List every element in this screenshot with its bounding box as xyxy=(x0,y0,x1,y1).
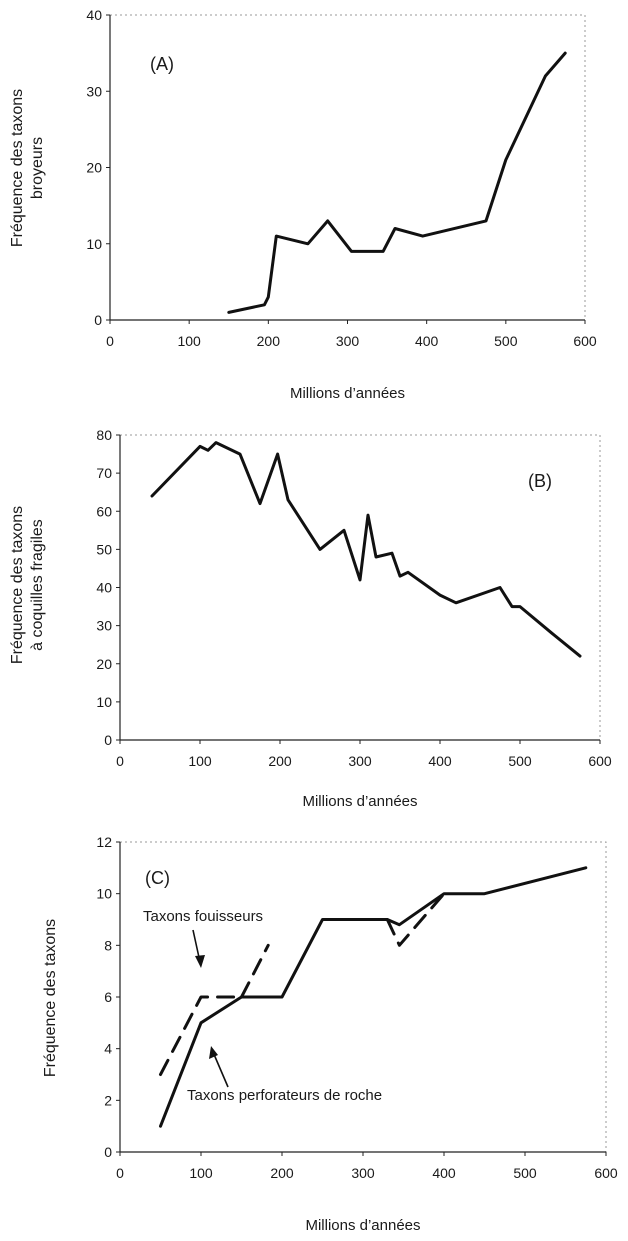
x-tick-label: 500 xyxy=(494,333,518,349)
y-tick-label: 70 xyxy=(96,465,112,481)
panel-label-b: (B) xyxy=(528,471,552,491)
y-tick-label: 10 xyxy=(86,236,102,252)
x-tick-label: 200 xyxy=(270,1165,294,1181)
solid-series-line xyxy=(150,441,582,658)
y-tick-label: 8 xyxy=(104,937,112,953)
dashed-series-line xyxy=(159,995,243,1076)
panel-label-c: (C) xyxy=(145,868,170,888)
x-tick-label: 100 xyxy=(189,1165,213,1181)
y-axis-label: Fréquence des taxons broyeurs xyxy=(9,89,46,247)
y-tick-label: 0 xyxy=(104,732,112,748)
x-tick-label: 100 xyxy=(188,753,212,769)
arrowhead xyxy=(209,1046,218,1059)
annotation-burrowing-taxa: Taxons fouisseurs xyxy=(143,908,263,925)
y-tick-label: 30 xyxy=(86,83,102,99)
x-axis-label: Millions d’années xyxy=(290,385,405,402)
annotation-arrow xyxy=(212,1051,229,1088)
y-tick-label: 20 xyxy=(86,160,102,176)
plot-frame xyxy=(109,14,586,321)
x-tick-label: 500 xyxy=(513,1165,537,1181)
y-axis-label: Fréquence des taxons xyxy=(42,919,59,1077)
x-tick-label: 300 xyxy=(348,753,372,769)
y-tick-label: 50 xyxy=(96,541,112,557)
x-tick-label: 200 xyxy=(268,753,292,769)
x-tick-label: 400 xyxy=(415,333,439,349)
x-tick-label: 600 xyxy=(573,333,597,349)
chart-panel-c: 0 2 4 6 8 10 12 0 100 200 300 400 500 600 Millions d’a… xyxy=(42,834,618,1234)
y-tick-label: 40 xyxy=(86,7,102,23)
y-tick-label: 6 xyxy=(104,989,112,1005)
panel-label-a: (A) xyxy=(150,54,174,74)
x-tick-label: 300 xyxy=(336,333,360,349)
x-tick-label: 200 xyxy=(257,333,281,349)
y-tick-label: 4 xyxy=(104,1041,112,1057)
y-tick-label: 10 xyxy=(96,886,112,902)
arrowhead xyxy=(195,955,205,968)
chart-panel-b: 0 10 20 30 40 50 60 70 80 0 100 200 300 400 500 600 Mill… xyxy=(9,427,612,810)
x-tick-label: 300 xyxy=(351,1165,375,1181)
plot-frame xyxy=(119,841,607,1153)
x-tick-label: 0 xyxy=(116,753,124,769)
solid-series-line xyxy=(227,51,567,314)
x-tick-label: 0 xyxy=(116,1165,124,1181)
y-tick-label: 60 xyxy=(96,503,112,519)
x-axis-label: Millions d’années xyxy=(305,1217,420,1234)
x-tick-label: 400 xyxy=(428,753,452,769)
annotation-rock-boring-taxa: Taxons perforateurs de roche xyxy=(187,1087,382,1104)
y-tick-label: 12 xyxy=(96,834,112,850)
y-tick-label: 20 xyxy=(96,656,112,672)
x-tick-label: 600 xyxy=(594,1165,618,1181)
y-tick-label: 2 xyxy=(104,1092,112,1108)
y-tick-label: 0 xyxy=(104,1144,112,1160)
x-tick-label: 400 xyxy=(432,1165,456,1181)
x-tick-label: 100 xyxy=(177,333,201,349)
y-tick-label: 80 xyxy=(96,427,112,443)
y-tick-label: 0 xyxy=(94,312,102,328)
x-tick-label: 500 xyxy=(508,753,532,769)
dashed-series-line xyxy=(240,943,270,999)
x-tick-label: 0 xyxy=(106,333,114,349)
dashed-series-line xyxy=(385,892,446,947)
y-tick-label: 30 xyxy=(96,618,112,634)
x-axis-label: Millions d’années xyxy=(302,793,417,810)
y-tick-label: 10 xyxy=(96,694,112,710)
solid-series-line xyxy=(159,866,588,1128)
y-tick-label: 40 xyxy=(96,580,112,596)
x-tick-label: 600 xyxy=(588,753,612,769)
y-axis-label: Fréquence des taxons à coquilles fragiles xyxy=(9,506,46,664)
